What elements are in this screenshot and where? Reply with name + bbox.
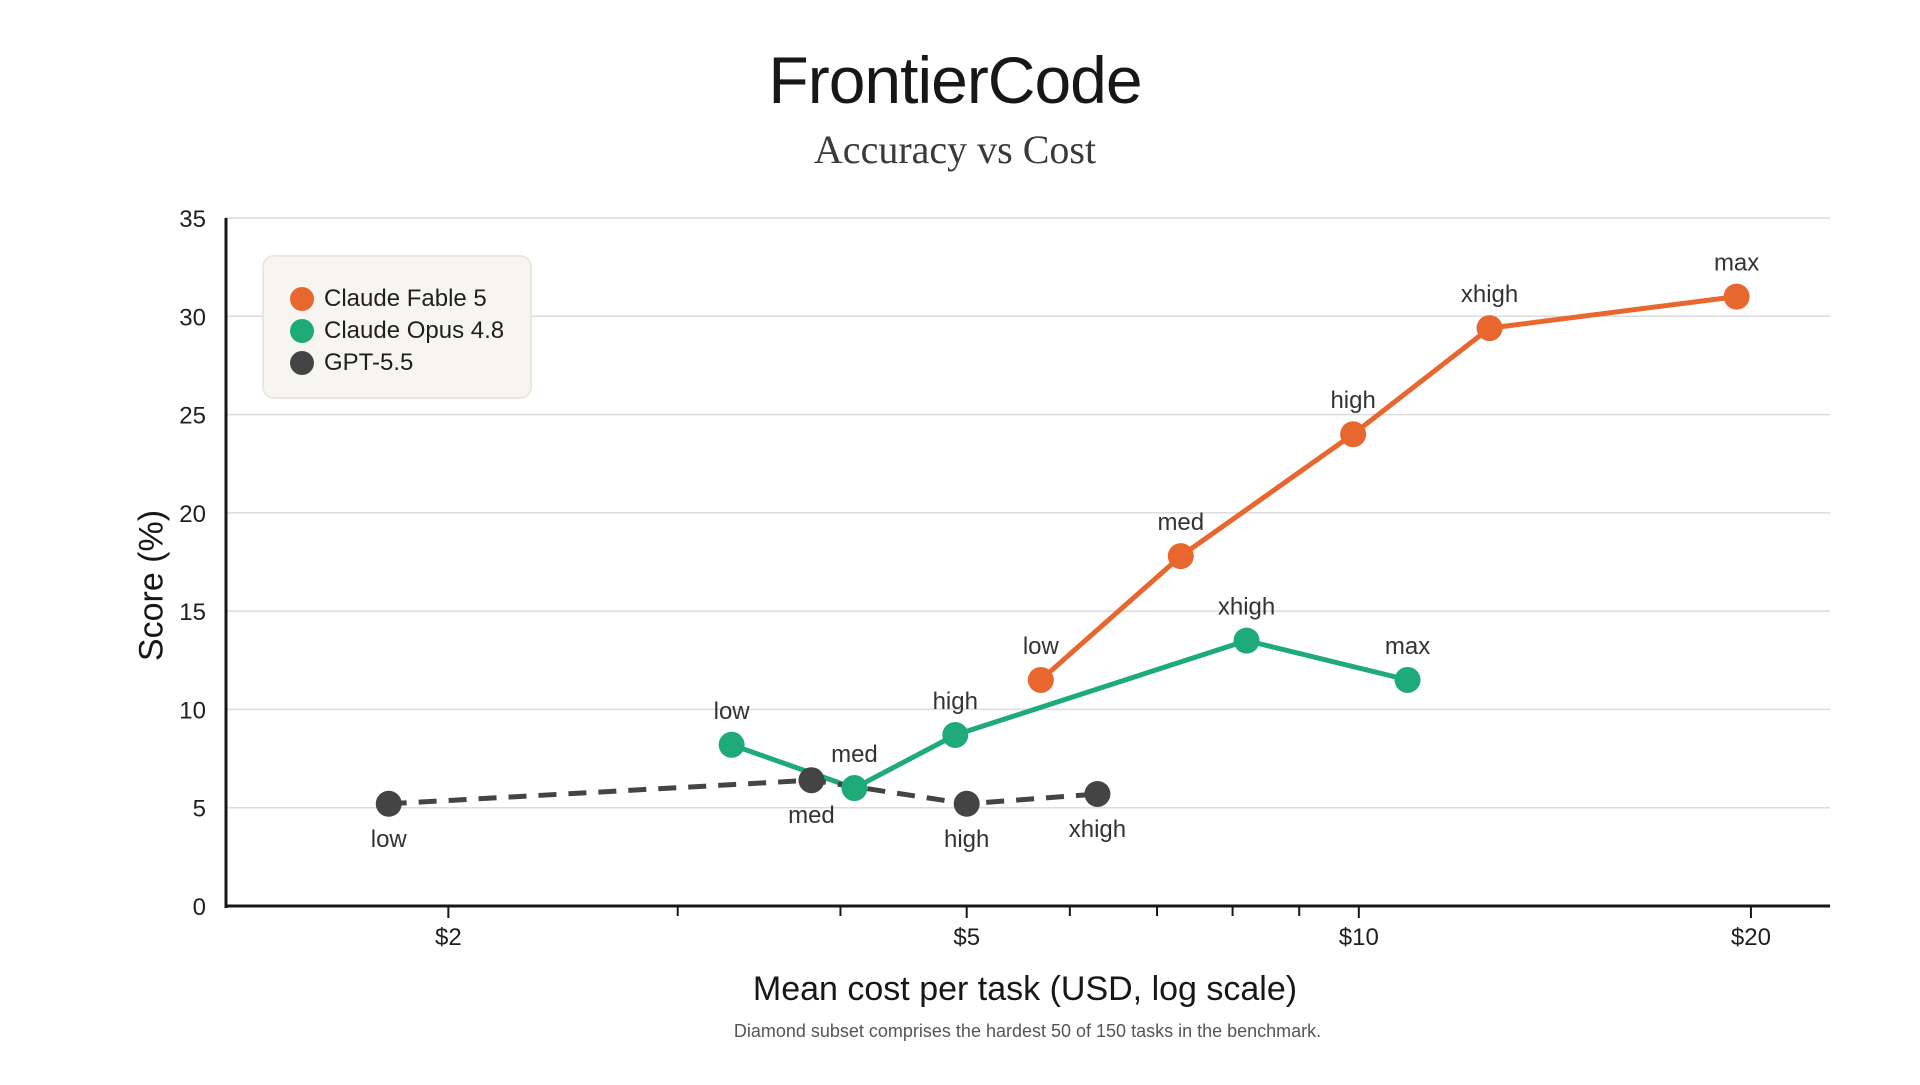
legend-item-claude-opus-4-8: Claude Opus 4.8 bbox=[290, 315, 504, 347]
y-tick-label: 30 bbox=[179, 304, 206, 331]
data-label-claude-fable-5: low bbox=[1023, 633, 1060, 660]
data-label-gpt-5-5: low bbox=[371, 826, 408, 853]
y-axis-label: Score (%) bbox=[132, 509, 171, 662]
data-label-claude-opus-4-8: max bbox=[1385, 633, 1430, 660]
chart-subtitle: Accuracy vs Cost bbox=[813, 127, 1097, 172]
data-label-claude-opus-4-8: low bbox=[714, 698, 751, 725]
legend-label: GPT-5.5 bbox=[324, 349, 414, 376]
y-tick-label: 10 bbox=[179, 697, 206, 724]
legend-marker-claude-opus-4-8 bbox=[290, 319, 314, 343]
x-tick-label: $10 bbox=[1339, 924, 1379, 951]
data-label-claude-fable-5: xhigh bbox=[1461, 281, 1518, 308]
data-point-gpt-5-5 bbox=[953, 790, 980, 817]
data-point-claude-opus-4-8 bbox=[1394, 666, 1421, 693]
data-point-claude-opus-4-8 bbox=[1233, 627, 1260, 654]
y-tick-label: 25 bbox=[179, 403, 206, 430]
x-tick-label: $5 bbox=[953, 924, 980, 951]
y-tick-label: 5 bbox=[193, 796, 206, 823]
data-label-claude-opus-4-8: xhigh bbox=[1218, 594, 1275, 621]
chart-footnote: Diamond subset comprises the hardest 50 … bbox=[733, 1021, 1322, 1041]
y-tick-label: 20 bbox=[179, 501, 206, 528]
data-point-claude-opus-4-8 bbox=[841, 775, 868, 802]
data-point-claude-opus-4-8 bbox=[942, 721, 969, 748]
data-label-gpt-5-5: xhigh bbox=[1069, 816, 1126, 843]
legend-item-claude-fable-5: Claude Fable 5 bbox=[290, 283, 487, 315]
series-line-gpt-5-5 bbox=[388, 777, 1098, 807]
data-label-gpt-5-5: high bbox=[944, 826, 989, 853]
data-point-claude-opus-4-8 bbox=[718, 731, 745, 758]
legend-label: Claude Opus 4.8 bbox=[324, 317, 505, 344]
data-point-claude-fable-5 bbox=[1027, 666, 1054, 693]
data-label-claude-fable-5: high bbox=[1330, 387, 1375, 414]
legend-marker-claude-fable-5 bbox=[290, 287, 314, 311]
data-point-claude-fable-5 bbox=[1476, 315, 1503, 342]
data-point-claude-fable-5 bbox=[1340, 421, 1367, 448]
data-label-claude-fable-5: med bbox=[1157, 509, 1204, 536]
x-axis-label: Mean cost per task (USD, log scale) bbox=[752, 970, 1298, 1008]
series-line-claude-fable-5 bbox=[1039, 294, 1737, 682]
data-point-gpt-5-5 bbox=[1084, 780, 1111, 807]
data-point-gpt-5-5 bbox=[798, 767, 825, 794]
x-tick-label: $20 bbox=[1731, 924, 1771, 951]
data-label-claude-opus-4-8: med bbox=[831, 741, 878, 768]
chart-legend: Claude Fable 5 Claude Opus 4.8 GPT-5.5 bbox=[262, 255, 532, 399]
x-tick-label: $2 bbox=[435, 924, 462, 951]
chart-title: FrontierCode bbox=[768, 43, 1142, 117]
y-tick-label: 35 bbox=[179, 206, 206, 233]
data-label-gpt-5-5: med bbox=[788, 802, 835, 829]
data-label-claude-fable-5: max bbox=[1714, 250, 1759, 277]
data-point-claude-fable-5 bbox=[1167, 543, 1194, 570]
legend-label: Claude Fable 5 bbox=[324, 285, 487, 312]
data-point-claude-fable-5 bbox=[1723, 283, 1750, 310]
y-tick-label: 0 bbox=[193, 894, 206, 921]
legend-item-gpt-5-5: GPT-5.5 bbox=[290, 347, 413, 379]
legend-marker-gpt-5-5 bbox=[290, 351, 314, 375]
data-point-gpt-5-5 bbox=[375, 790, 402, 817]
data-label-claude-opus-4-8: high bbox=[933, 688, 978, 715]
y-tick-label: 15 bbox=[179, 599, 206, 626]
